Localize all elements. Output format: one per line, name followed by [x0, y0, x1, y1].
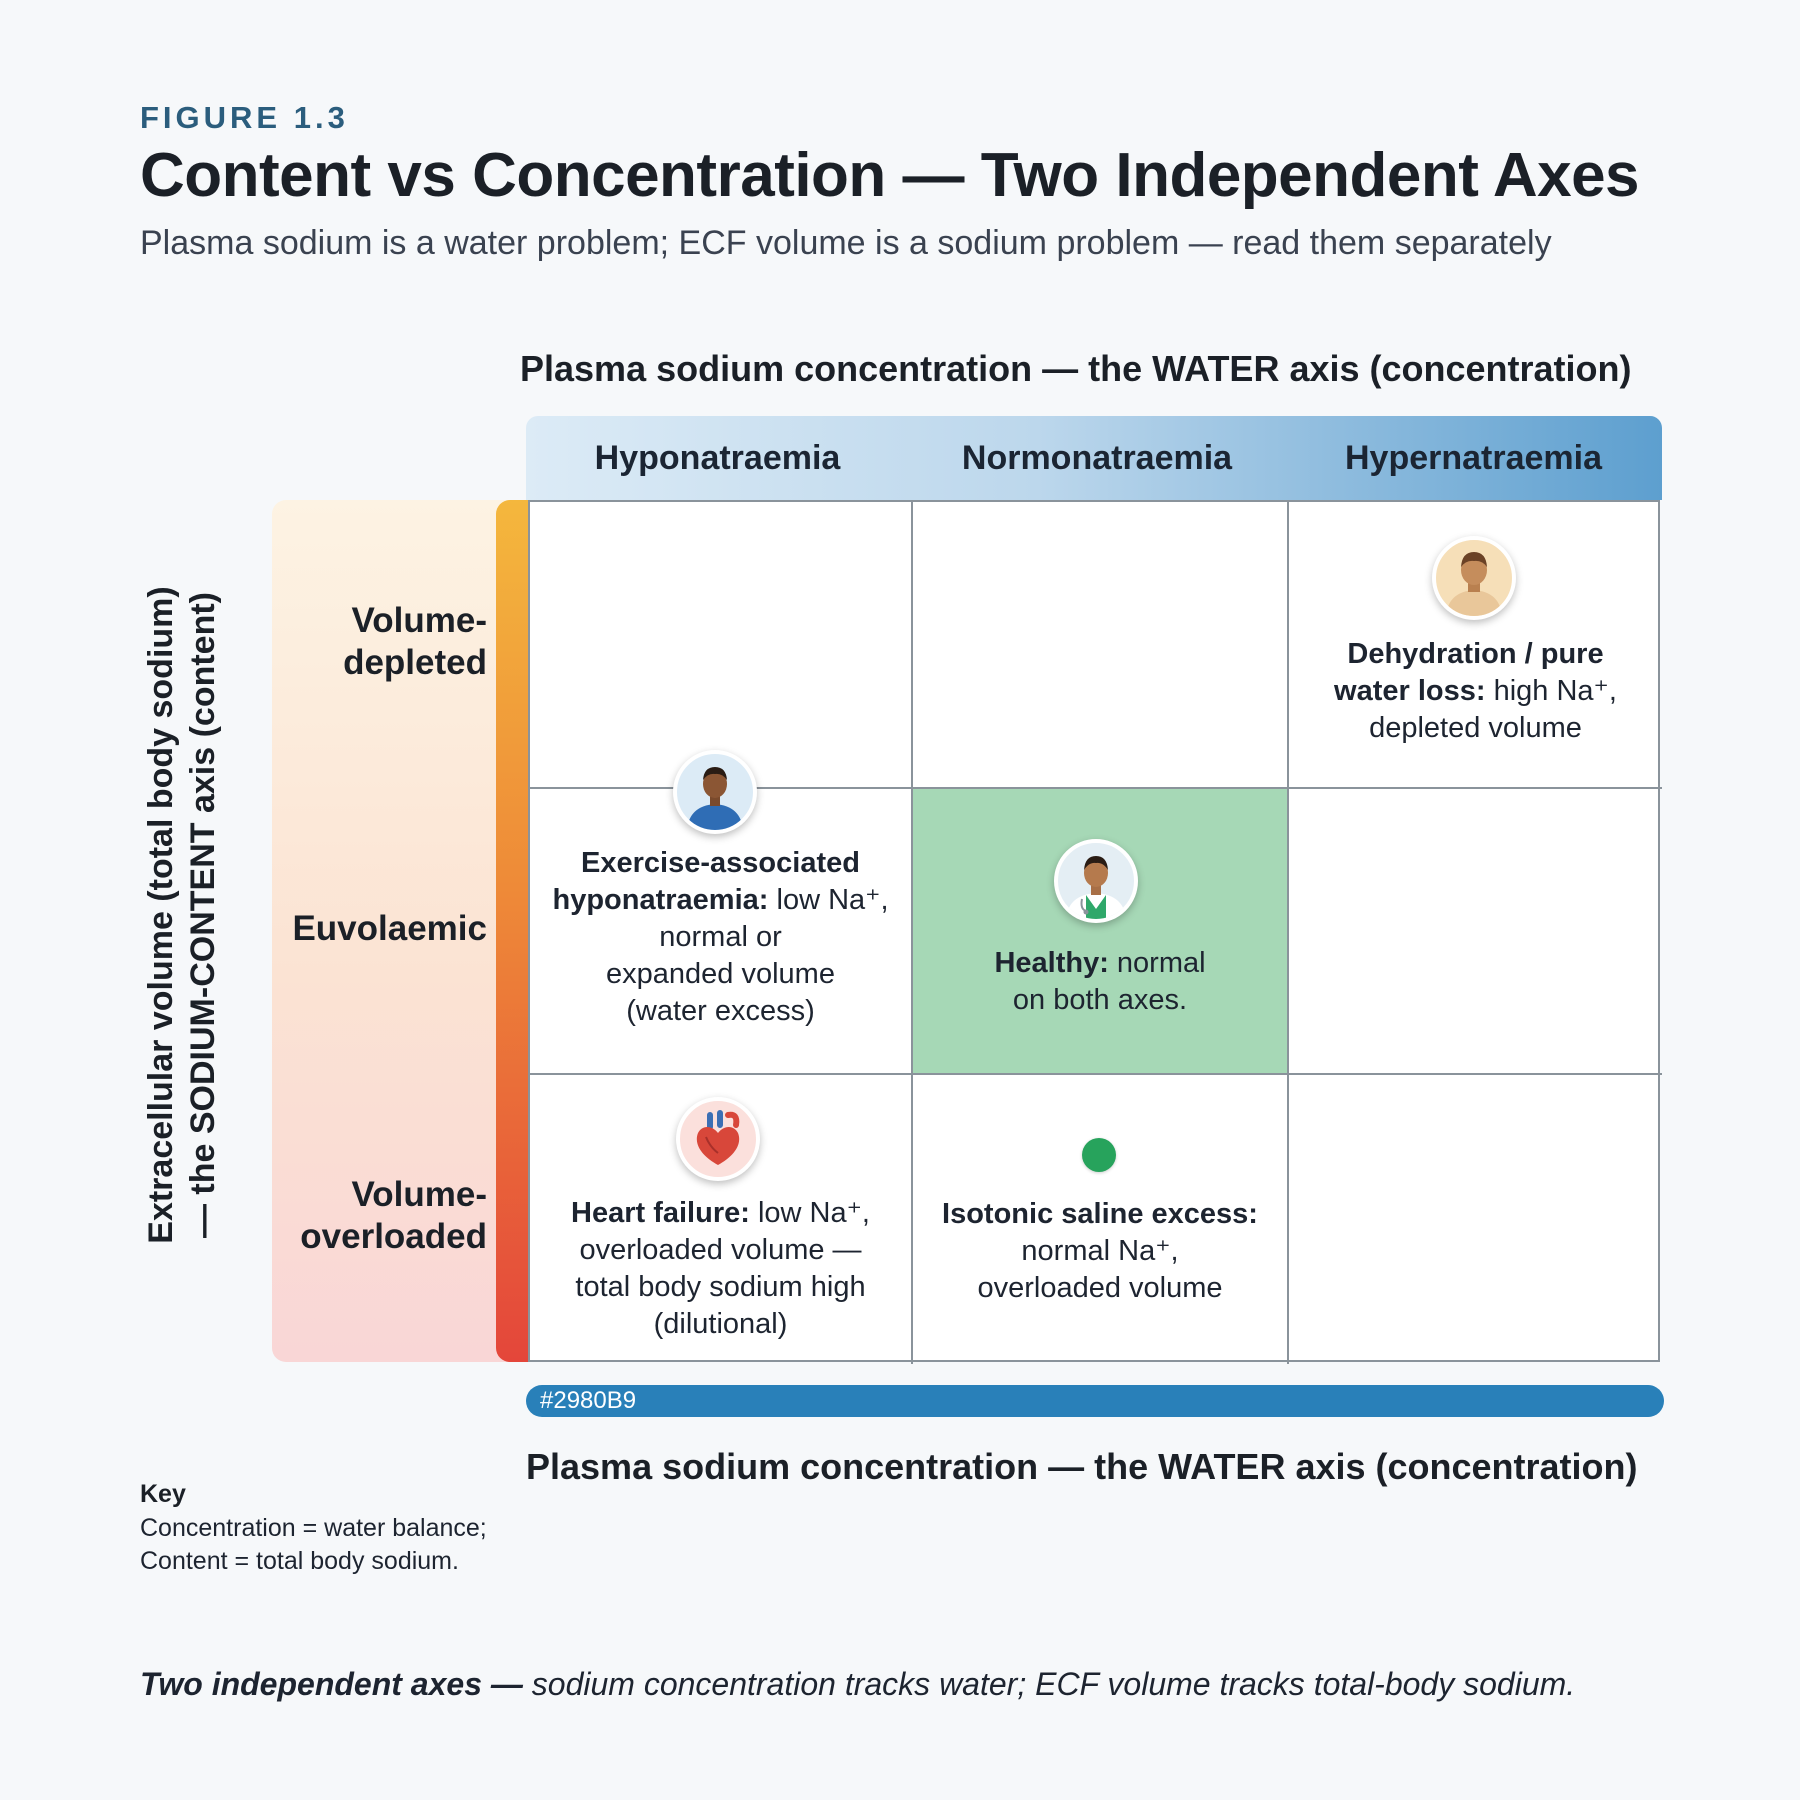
cell-label-heart-failure: Heart failure: low Na⁺, overloaded volum… [530, 1195, 911, 1343]
label-text: normal [1108, 947, 1206, 979]
cell-normo-euvolaemic: Healthy: normal on both axes. [913, 789, 1289, 1075]
doctor-avatar-icon [1054, 839, 1138, 923]
key-line-content: Content = total body sodium. [140, 1547, 459, 1575]
label-text: low Na⁺, [749, 1197, 870, 1229]
label-line: Heart failure: low Na⁺, [530, 1195, 911, 1232]
key-line-concentration: Concentration = water balance; [140, 1514, 487, 1542]
cell-hypo-depleted [530, 502, 913, 789]
label-bold: Dehydration / pure [1347, 638, 1604, 670]
label-bold: hyponatraemia: [552, 884, 769, 916]
figure-label: FIGURE 1.3 [140, 100, 349, 135]
label-text: low Na⁺, [768, 884, 889, 916]
label-text: high Na⁺, [1485, 675, 1617, 707]
label-line: Healthy: normal [913, 945, 1287, 982]
label-line: hyponatraemia: low Na⁺, [530, 882, 911, 919]
footnote-bold: Two independent axes — [140, 1666, 523, 1702]
label-line: expanded volume [606, 958, 835, 990]
label-line: Exercise-associated [530, 845, 911, 882]
row-header-volume-depleted: Volume- depleted [272, 600, 487, 684]
y-axis-title-line2: — the SODIUM-CONTENT axis (content) [184, 591, 222, 1239]
cell-label-healthy: Healthy: normal on both axes. [913, 945, 1287, 1019]
label-line: (water excess) [626, 995, 815, 1027]
label-line: total body sodium high [575, 1271, 866, 1303]
label-line: Isotonic saline excess: [913, 1196, 1287, 1233]
cell-hypo-euvolaemic: Exercise-associated hyponatraemia: low N… [530, 789, 913, 1075]
label-line: normal or [659, 921, 782, 953]
x-axis-title-top: Plasma sodium concentration — the WATER … [520, 348, 1632, 389]
label-bold: Heart failure: [571, 1197, 750, 1229]
row-header-line: overloaded [300, 1217, 487, 1256]
column-header-hyponatraemia: Hyponatraemia [594, 438, 841, 477]
cell-label-isotonic: Isotonic saline excess: normal Na⁺, over… [913, 1196, 1287, 1307]
label-line: overloaded volume — [579, 1234, 862, 1266]
label-line: overloaded volume [977, 1272, 1223, 1304]
cell-hypo-overloaded: Heart failure: low Na⁺, overloaded volum… [530, 1075, 913, 1364]
column-header-normonatraemia: Normonatraemia [961, 438, 1233, 477]
label-bold: Isotonic saline excess: [942, 1198, 1258, 1230]
footnote-text: sodium concentration tracks water; ECF v… [522, 1666, 1576, 1702]
label-line: water loss: high Na⁺, [1289, 673, 1662, 710]
cell-normo-depleted [913, 502, 1289, 789]
runner-avatar-icon [673, 750, 757, 834]
figure-subtitle: Plasma sodium is a water problem; ECF vo… [140, 224, 1552, 262]
row-header-euvolaemic: Euvolaemic [272, 908, 487, 950]
x-axis-title-bottom: Plasma sodium concentration — the WATER … [526, 1446, 1638, 1487]
row-header-band [272, 500, 528, 1362]
column-header-hypernatraemia: Hypernatraemia [1344, 438, 1602, 477]
row-header-line: depleted [343, 643, 487, 682]
green-dot-icon [1082, 1138, 1116, 1172]
heart-icon [676, 1097, 760, 1181]
label-line: on both axes. [1012, 984, 1188, 1016]
label-bold: water loss: [1334, 675, 1486, 707]
water-axis-color-bar: #2980B9 [526, 1385, 1664, 1417]
cell-label-dehydration: Dehydration / pure water loss: high Na⁺,… [1289, 636, 1662, 747]
row-header-line: Volume- [351, 601, 487, 640]
footnote: Two independent axes — sodium concentrat… [140, 1666, 1575, 1703]
label-bold: Healthy: [994, 947, 1109, 979]
key-title: Key [140, 1480, 186, 1508]
volume-gradient-stripe [496, 500, 528, 1362]
column-header-band: Hyponatraemia Normonatraemia Hypernatrae… [526, 416, 1662, 500]
label-line: normal Na⁺, [1021, 1235, 1179, 1267]
row-header-volume-overloaded: Volume- overloaded [272, 1174, 487, 1258]
cell-hyper-depleted: Dehydration / pure water loss: high Na⁺,… [1289, 502, 1662, 789]
figure-title: Content vs Concentration — Two Independe… [140, 141, 1640, 210]
row-header-line: Volume- [351, 1175, 487, 1214]
label-line: Dehydration / pure [1289, 636, 1662, 673]
matrix-grid: Dehydration / pure water loss: high Na⁺,… [528, 500, 1662, 1364]
cell-hyper-overloaded [1289, 1075, 1662, 1364]
label-bold: Exercise-associated [581, 847, 860, 879]
cell-label-exercise: Exercise-associated hyponatraemia: low N… [530, 845, 911, 1030]
y-axis-title-line1: Extracellular volume (total body sodium) [142, 586, 180, 1244]
y-axis-title: Extracellular volume (total body sodium)… [140, 500, 240, 1330]
label-line: (dilutional) [653, 1308, 788, 1340]
cell-hyper-euvolaemic [1289, 789, 1662, 1075]
label-line: depleted volume [1369, 712, 1582, 744]
cell-normo-overloaded: Isotonic saline excess: normal Na⁺, over… [913, 1075, 1289, 1364]
row-header-line: Euvolaemic [292, 909, 487, 948]
person-avatar-icon [1432, 536, 1516, 620]
